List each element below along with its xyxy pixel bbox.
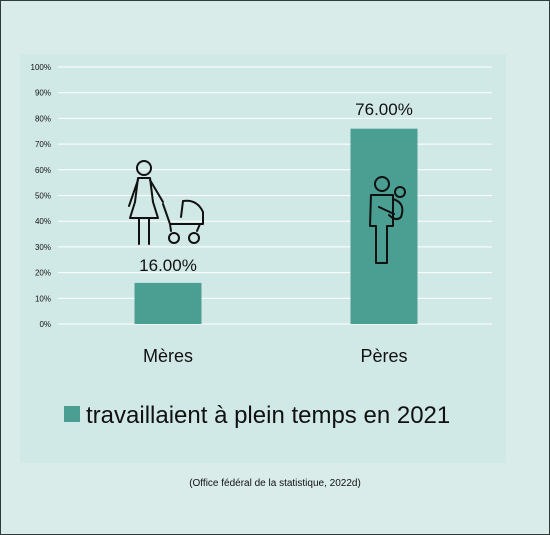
legend-swatch: [64, 406, 80, 422]
legend-label: travaillaient à plein temps en 2021: [86, 402, 450, 429]
source-note: (Office fédéral de la statistique, 2022d…: [189, 478, 361, 489]
y-tick-label: 70%: [35, 140, 51, 149]
bar-meres: [134, 282, 202, 324]
y-tick-label: 40%: [35, 217, 51, 226]
y-tick-label: 20%: [35, 269, 51, 278]
y-tick-label: 90%: [35, 89, 51, 98]
y-tick-label: 100%: [31, 63, 51, 72]
category-label-meres: Mères: [143, 346, 193, 366]
y-tick-label: 30%: [35, 243, 51, 252]
y-tick-label: 0%: [39, 320, 51, 329]
y-tick-label: 10%: [35, 294, 51, 303]
father-with-baby-icon: [369, 176, 406, 264]
category-label-peres: Pères: [360, 346, 407, 366]
plot-panel: [20, 54, 506, 463]
mother-with-stroller-icon: [128, 160, 204, 245]
y-tick-label: 80%: [35, 114, 51, 123]
data-label-peres: 76.00%: [355, 100, 413, 119]
y-tick-label: 50%: [35, 192, 51, 201]
data-label-meres: 16.00%: [139, 256, 197, 275]
y-tick-label: 60%: [35, 166, 51, 175]
bar-peres: [350, 128, 418, 324]
